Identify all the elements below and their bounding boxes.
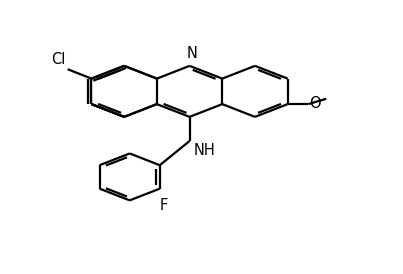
Text: N: N (186, 46, 197, 61)
Text: Cl: Cl (51, 52, 66, 67)
Text: NH: NH (193, 143, 215, 158)
Text: O: O (310, 96, 321, 111)
Text: F: F (160, 198, 168, 213)
